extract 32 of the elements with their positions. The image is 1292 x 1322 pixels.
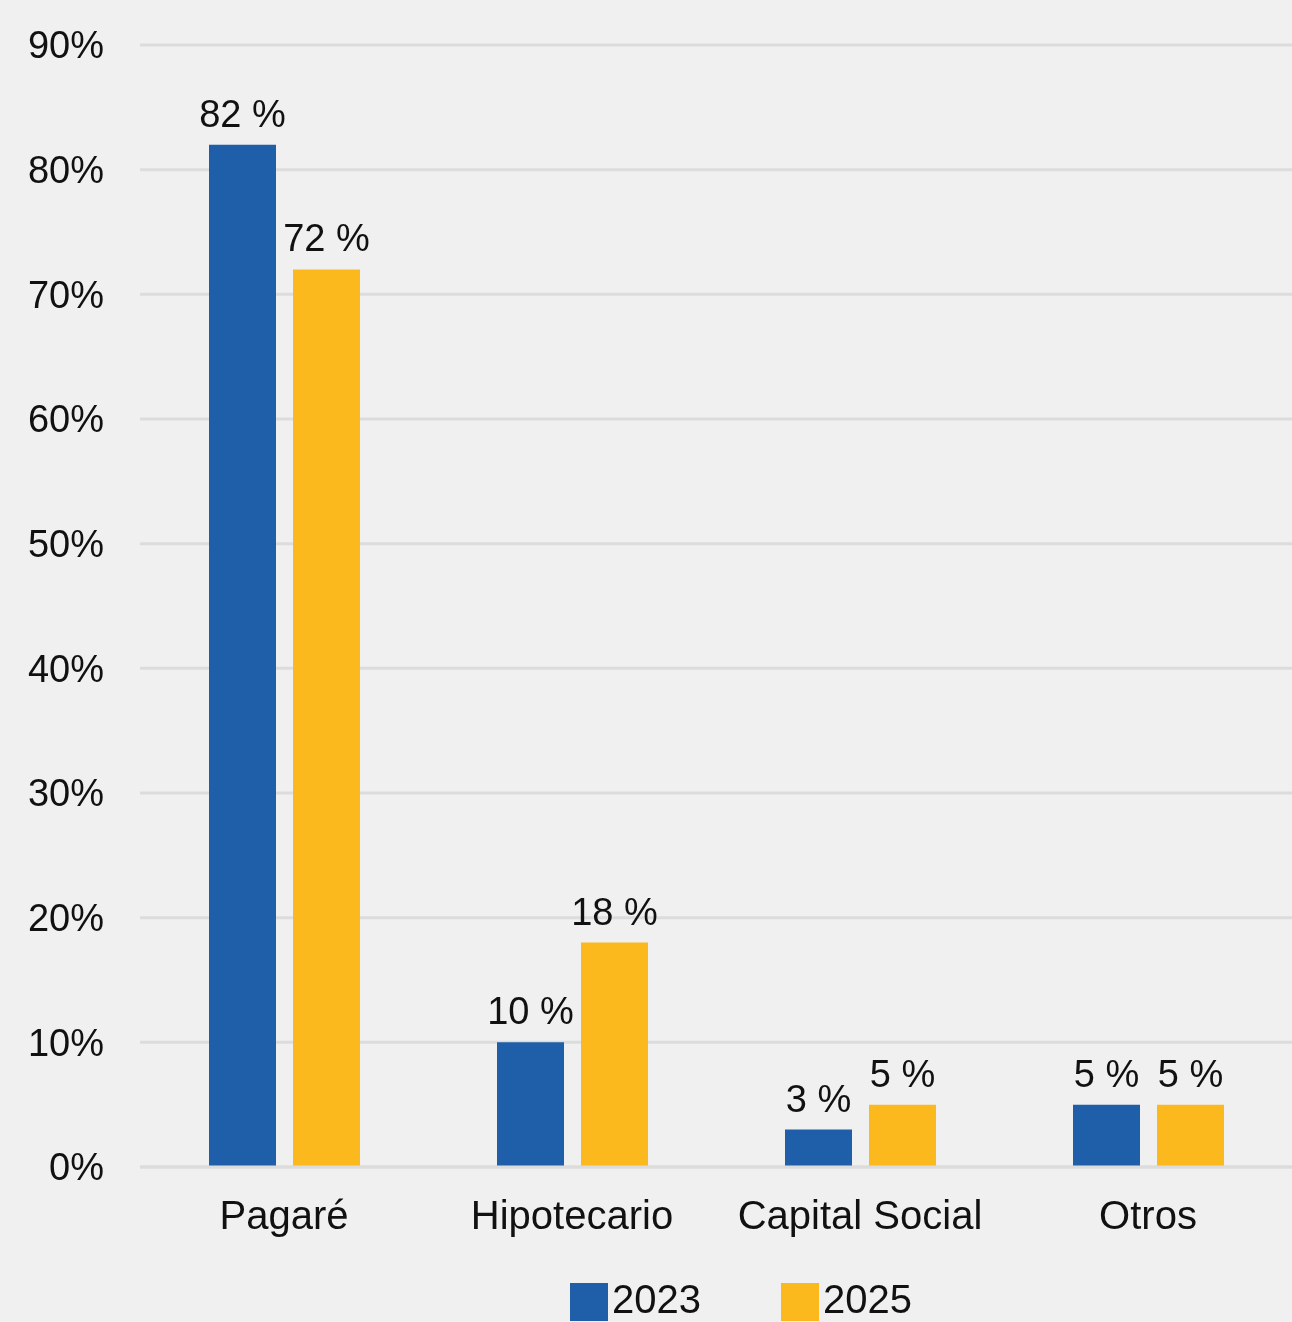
bar [1157,1104,1224,1167]
bar [497,1042,564,1167]
y-tick-label: 10% [27,1021,104,1064]
x-tick-label: Pagaré [219,1193,349,1238]
data-label: 82 % [199,92,286,135]
x-tick-label: Otros [1099,1193,1197,1238]
x-tick-label: Capital Social [737,1193,983,1238]
legend-label: 2025 [823,1277,912,1321]
legend-label: 2023 [612,1277,701,1321]
bar [293,269,360,1167]
y-tick-label: 40% [27,647,104,690]
data-label: 10 % [487,990,574,1033]
data-label: 72 % [283,217,370,260]
data-label: 5 % [1073,1052,1140,1095]
bar [869,1104,936,1167]
x-tick-label: Hipotecario [470,1193,674,1238]
data-label: 5 % [869,1052,936,1095]
bar [581,942,648,1167]
y-tick-label: 70% [27,273,104,316]
y-tick-label: 0% [49,1146,104,1189]
data-label: 3 % [785,1077,852,1120]
y-tick-label: 60% [27,398,104,441]
bar [209,144,276,1167]
data-label: 18 % [571,890,658,933]
y-tick-label: 30% [27,772,104,815]
bar [785,1129,852,1167]
y-tick-label: 80% [27,149,104,192]
y-tick-label: 50% [27,523,104,566]
data-label: 5 % [1157,1052,1224,1095]
y-tick-label: 20% [27,897,104,940]
y-tick-label: 90% [27,24,104,67]
bar [1073,1104,1140,1167]
